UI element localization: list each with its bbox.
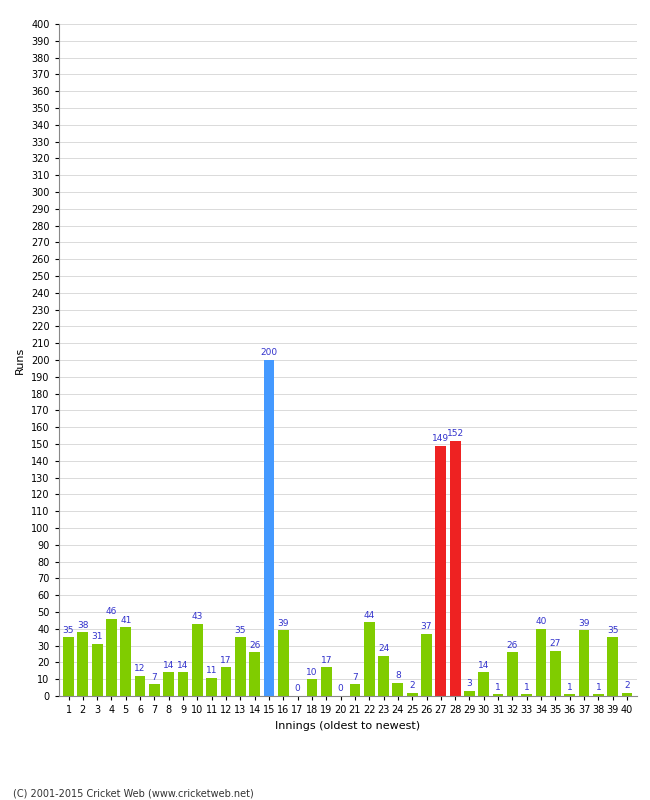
Bar: [92, 644, 103, 696]
Text: 39: 39: [578, 619, 590, 628]
Text: 46: 46: [106, 607, 117, 616]
Text: 40: 40: [536, 618, 547, 626]
Bar: [120, 627, 131, 696]
Bar: [264, 360, 274, 696]
Text: 11: 11: [206, 666, 218, 675]
Text: 17: 17: [320, 656, 332, 665]
X-axis label: Innings (oldest to newest): Innings (oldest to newest): [275, 721, 421, 730]
Text: (C) 2001-2015 Cricket Web (www.cricketweb.net): (C) 2001-2015 Cricket Web (www.cricketwe…: [13, 788, 254, 798]
Text: 1: 1: [567, 682, 573, 692]
Bar: [478, 673, 489, 696]
Text: 27: 27: [550, 639, 561, 648]
Bar: [307, 679, 317, 696]
Bar: [393, 682, 403, 696]
Text: 2: 2: [410, 681, 415, 690]
Bar: [564, 694, 575, 696]
Text: 10: 10: [306, 668, 318, 677]
Text: 37: 37: [421, 622, 432, 631]
Y-axis label: Runs: Runs: [16, 346, 25, 374]
Bar: [621, 693, 632, 696]
Text: 35: 35: [607, 626, 618, 634]
Text: 17: 17: [220, 656, 232, 665]
Text: 43: 43: [192, 612, 203, 622]
Text: 1: 1: [495, 682, 501, 692]
Bar: [220, 667, 231, 696]
Text: 14: 14: [163, 661, 174, 670]
Bar: [550, 650, 561, 696]
Bar: [149, 684, 160, 696]
Bar: [177, 673, 188, 696]
Bar: [135, 676, 146, 696]
Bar: [436, 446, 446, 696]
Text: 14: 14: [478, 661, 489, 670]
Text: 12: 12: [135, 664, 146, 674]
Bar: [507, 652, 518, 696]
Text: 149: 149: [432, 434, 449, 443]
Bar: [77, 632, 88, 696]
Text: 8: 8: [395, 671, 401, 680]
Text: 35: 35: [235, 626, 246, 634]
Text: 38: 38: [77, 621, 88, 630]
Text: 0: 0: [294, 685, 300, 694]
Text: 26: 26: [249, 641, 261, 650]
Text: 14: 14: [177, 661, 188, 670]
Text: 2: 2: [624, 681, 630, 690]
Bar: [350, 684, 360, 696]
Bar: [464, 691, 475, 696]
Text: 31: 31: [92, 632, 103, 642]
Bar: [235, 637, 246, 696]
Text: 200: 200: [261, 349, 278, 358]
Text: 44: 44: [363, 610, 375, 619]
Text: 152: 152: [447, 429, 463, 438]
Bar: [163, 673, 174, 696]
Text: 41: 41: [120, 616, 131, 625]
Bar: [206, 678, 217, 696]
Bar: [364, 622, 374, 696]
Text: 0: 0: [338, 685, 343, 694]
Bar: [321, 667, 332, 696]
Text: 1: 1: [595, 682, 601, 692]
Text: 35: 35: [63, 626, 74, 634]
Bar: [450, 441, 460, 696]
Bar: [493, 694, 504, 696]
Bar: [421, 634, 432, 696]
Text: 3: 3: [467, 679, 473, 689]
Bar: [378, 656, 389, 696]
Bar: [63, 637, 74, 696]
Bar: [521, 694, 532, 696]
Bar: [607, 637, 618, 696]
Bar: [192, 624, 203, 696]
Bar: [578, 630, 590, 696]
Text: 26: 26: [507, 641, 518, 650]
Text: 1: 1: [524, 682, 530, 692]
Bar: [278, 630, 289, 696]
Bar: [106, 618, 117, 696]
Text: 39: 39: [278, 619, 289, 628]
Bar: [536, 629, 547, 696]
Text: 7: 7: [151, 673, 157, 682]
Bar: [407, 693, 417, 696]
Bar: [593, 694, 604, 696]
Text: 7: 7: [352, 673, 358, 682]
Bar: [250, 652, 260, 696]
Text: 24: 24: [378, 644, 389, 653]
